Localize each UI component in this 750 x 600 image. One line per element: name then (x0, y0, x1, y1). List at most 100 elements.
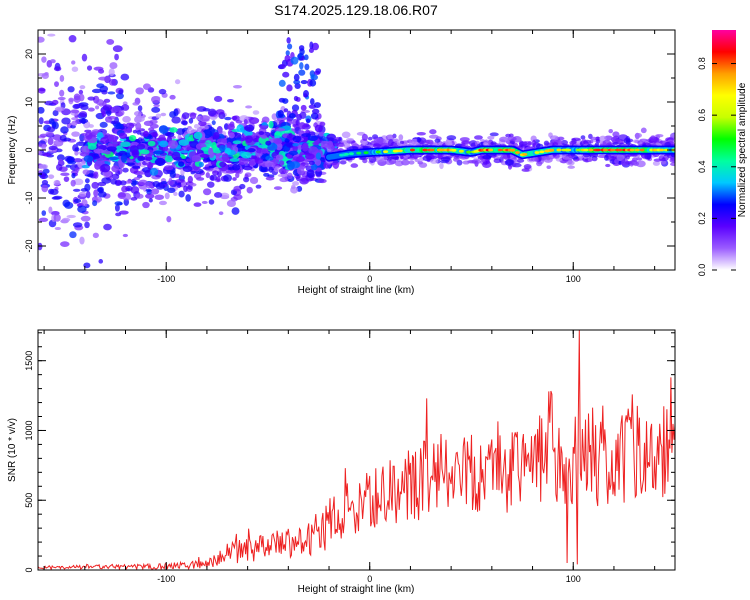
spectrogram-cell (616, 154, 625, 162)
ridge-cell (356, 151, 362, 155)
spectrogram-cell (45, 131, 54, 136)
spectrogram-cell (112, 139, 118, 148)
spectrogram-cell (118, 109, 125, 116)
spectrogram-cell (555, 157, 563, 162)
spectrogram-cell (42, 168, 50, 174)
spectrogram-cell (173, 108, 179, 117)
spectrogram-cell (327, 140, 333, 148)
spectrogram-cell (205, 172, 210, 179)
spectrogram-cell (82, 169, 90, 175)
spectrogram-cell (236, 124, 245, 133)
spectrogram-cell (255, 184, 262, 189)
spectrogram-cell (80, 104, 89, 111)
spectrogram-cell (416, 132, 426, 136)
spectrogram-cell (340, 140, 350, 144)
spectrogram-cell (100, 137, 110, 145)
spectrogram-cell (118, 89, 124, 95)
spectrogram-cell (87, 107, 95, 112)
spectrogram-cell (111, 165, 120, 173)
spectrogram-cell (135, 193, 144, 199)
spectrogram-cell (48, 118, 55, 125)
spectrogram-cell (318, 178, 327, 184)
ridge-cell (375, 150, 381, 154)
colorbar: 0.0 0.2 0.4 0.6 0.8 Normalized spectral ampl… (697, 30, 748, 276)
ridge-cell (383, 150, 389, 154)
spectrogram-cell (63, 137, 72, 142)
spectrogram-cell (98, 102, 104, 107)
spectrogram-cell (83, 155, 94, 163)
spectrogram-cell (114, 123, 124, 130)
spectrogram-cell (181, 155, 187, 160)
spectrogram-cell (418, 162, 428, 168)
spectrogram-cell (70, 109, 80, 114)
spectrogram-cell (114, 53, 119, 61)
spectrogram-cell (193, 172, 202, 180)
x-tick-label: 100 (566, 274, 581, 284)
spectrogram-cell (56, 154, 65, 162)
spectrogram-cell (614, 158, 619, 165)
spectrogram-cell (604, 154, 609, 161)
spectrogram-cell (74, 167, 80, 172)
spectrogram-cell (137, 155, 146, 162)
ridge-cell (602, 148, 608, 152)
spectrogram-cell (38, 87, 46, 94)
spectrogram-cell (122, 101, 128, 106)
x-tick-label: -100 (157, 574, 175, 584)
spectrogram-cell (130, 197, 138, 201)
spectrogram-cell (171, 116, 181, 124)
ridge-cell (634, 148, 640, 152)
spectrogram-cell (78, 191, 87, 197)
spectrogram-ylabel: Frequency (Hz) (7, 116, 18, 185)
spectrogram-cell (594, 142, 600, 146)
spectrogram-cell (310, 98, 315, 105)
spectrogram-cell (80, 215, 91, 222)
spectrogram-cell (111, 120, 116, 125)
spectrogram-cell (292, 181, 300, 186)
spectrogram-cell (206, 181, 215, 188)
spectrogram-cell (126, 159, 134, 163)
spectrogram-cell (41, 210, 47, 216)
spectrogram-cell (247, 148, 256, 153)
spectrogram-cell (193, 202, 202, 207)
spectrogram-cell (81, 164, 90, 169)
y-tick-label: 1500 (24, 351, 34, 371)
spectrogram-cell (146, 161, 154, 169)
spectrogram-cell (175, 179, 186, 183)
spectrogram-cell (53, 213, 61, 222)
spectrogram-cell (440, 156, 451, 162)
spectrogram-cell (232, 164, 241, 171)
spectrogram-cell (346, 137, 354, 142)
spectrogram-cell (275, 142, 283, 151)
spectrogram-cell (301, 142, 309, 152)
spectrogram-cell (373, 137, 384, 145)
spectrogram-cell (291, 104, 300, 112)
spectrogram-cell (278, 64, 286, 70)
spectrogram-cell (108, 116, 117, 120)
spectrogram-cell (71, 131, 80, 137)
spectrogram-cell (164, 192, 170, 200)
spectrogram-cell (258, 125, 269, 129)
spectrogram-cell (429, 129, 437, 135)
spectrogram-cell (311, 108, 320, 115)
spectrogram-cell (296, 166, 305, 175)
spectrogram-cell (224, 116, 232, 121)
spectrogram-cell (583, 139, 592, 146)
spectrogram-cell (283, 108, 289, 113)
spectrogram-cell (220, 192, 230, 199)
spectrogram-cell (387, 139, 394, 147)
spectrogram-cell (399, 140, 405, 144)
spectrogram-cell (120, 154, 127, 163)
spectrogram-cell (416, 136, 421, 143)
spectrogram-cell (313, 102, 321, 108)
spectrogram-cell (110, 178, 117, 185)
y-tick-label: 20 (24, 49, 34, 59)
spectrogram-cell (57, 96, 66, 101)
spectrogram-cell (131, 149, 140, 158)
spectrogram-cell (181, 112, 190, 120)
spectrogram-cell (218, 211, 224, 216)
spectrogram-cell (287, 43, 293, 50)
spectrogram-cell (590, 136, 597, 141)
spectrogram-cell (108, 68, 115, 77)
spectrogram-cell (95, 105, 100, 110)
